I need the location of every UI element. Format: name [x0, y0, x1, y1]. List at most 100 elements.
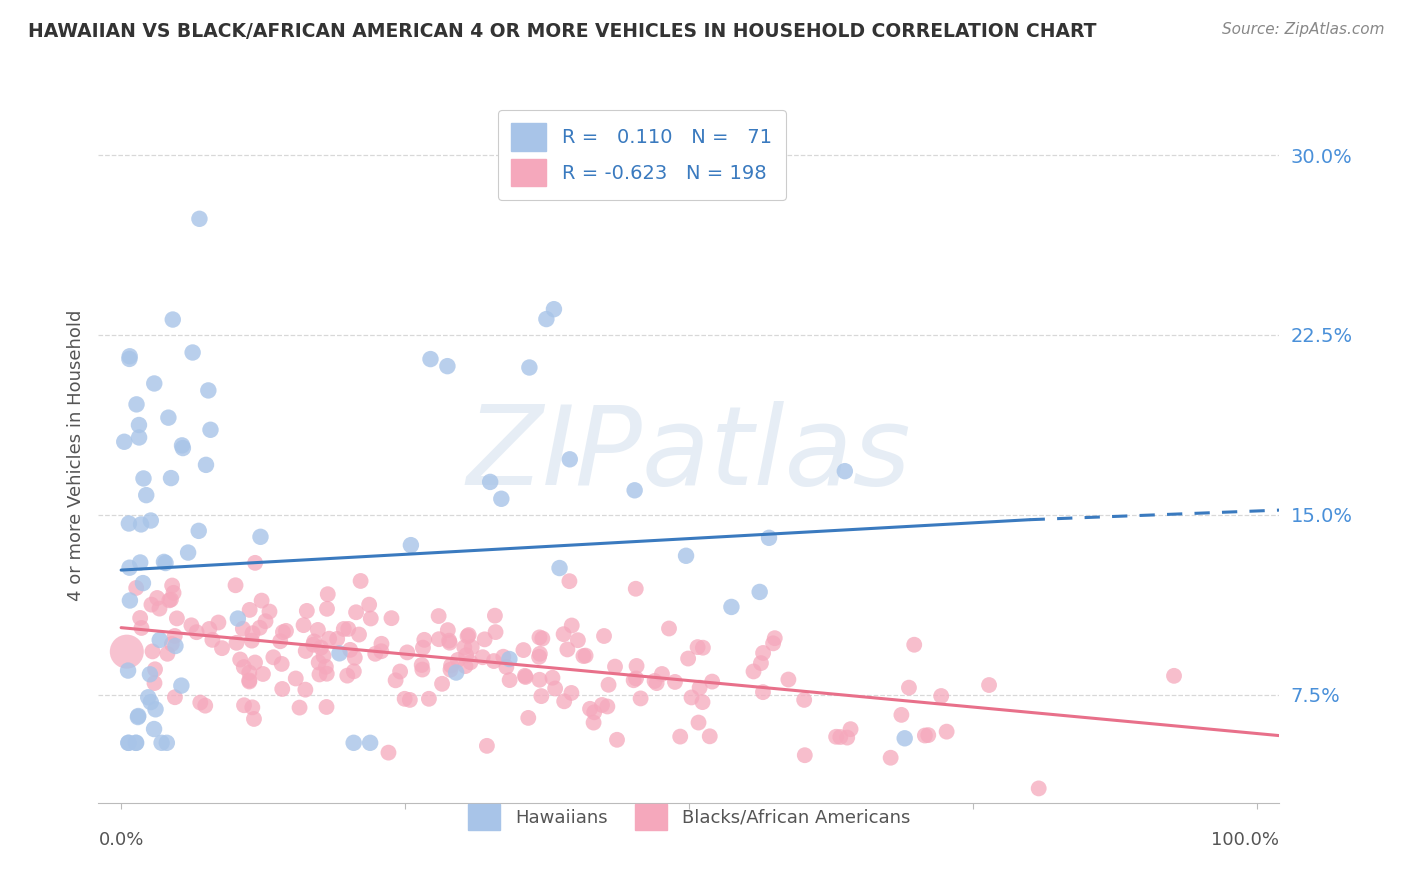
- Point: [427, 609, 450, 624]
- Point: [232, 660, 254, 674]
- Point: [238, 674, 260, 689]
- Point: [211, 641, 233, 656]
- Point: [440, 658, 463, 673]
- Point: [474, 632, 496, 647]
- Point: [453, 640, 475, 655]
- Point: [240, 633, 263, 648]
- Point: [567, 633, 589, 648]
- Point: [188, 211, 211, 226]
- Point: [328, 646, 350, 660]
- Point: [128, 417, 150, 432]
- Point: [225, 636, 247, 650]
- Point: [394, 691, 416, 706]
- Point: [242, 626, 264, 640]
- Point: [187, 524, 209, 538]
- Point: [180, 618, 202, 632]
- Point: [553, 627, 575, 641]
- Point: [232, 622, 254, 636]
- Point: [834, 464, 856, 478]
- Point: [664, 674, 686, 689]
- Point: [186, 625, 208, 640]
- Point: [492, 649, 515, 664]
- Point: [288, 700, 311, 714]
- Point: [271, 681, 294, 696]
- Point: [292, 618, 315, 632]
- Point: [129, 611, 152, 625]
- Point: [243, 556, 266, 570]
- Point: [389, 665, 412, 679]
- Point: [418, 691, 440, 706]
- Point: [742, 665, 765, 679]
- Point: [890, 707, 912, 722]
- Point: [692, 695, 714, 709]
- Point: [112, 434, 135, 449]
- Point: [558, 574, 581, 589]
- Point: [917, 728, 939, 742]
- Point: [720, 599, 742, 614]
- Point: [1163, 669, 1185, 683]
- Point: [139, 667, 162, 681]
- Point: [316, 602, 339, 616]
- Point: [623, 673, 645, 688]
- Point: [676, 651, 699, 665]
- Point: [626, 659, 648, 673]
- Point: [561, 618, 583, 632]
- Point: [195, 458, 218, 472]
- Point: [977, 678, 1000, 692]
- Point: [153, 555, 176, 569]
- Point: [157, 410, 180, 425]
- Point: [308, 667, 330, 681]
- Point: [207, 615, 229, 630]
- Point: [623, 483, 645, 498]
- Point: [135, 488, 157, 502]
- Point: [141, 598, 163, 612]
- Point: [370, 644, 392, 658]
- Point: [337, 622, 360, 636]
- Point: [529, 673, 551, 687]
- Point: [699, 729, 721, 743]
- Point: [163, 690, 186, 705]
- Point: [364, 647, 387, 661]
- Point: [132, 576, 155, 591]
- Point: [558, 452, 581, 467]
- Point: [163, 629, 186, 643]
- Point: [758, 531, 780, 545]
- Text: ZIPatlas: ZIPatlas: [467, 401, 911, 508]
- Point: [380, 611, 402, 625]
- Point: [793, 748, 815, 763]
- Point: [118, 516, 141, 531]
- Point: [1028, 781, 1050, 796]
- Point: [658, 622, 681, 636]
- Point: [359, 598, 381, 612]
- Point: [460, 656, 482, 670]
- Point: [200, 423, 222, 437]
- Point: [197, 384, 219, 398]
- Point: [879, 750, 901, 764]
- Point: [243, 712, 266, 726]
- Y-axis label: 4 or more Vehicles in Household: 4 or more Vehicles in Household: [66, 310, 84, 600]
- Point: [141, 644, 163, 658]
- Point: [681, 690, 703, 705]
- Point: [419, 352, 441, 367]
- Text: 100.0%: 100.0%: [1212, 830, 1279, 848]
- Point: [339, 643, 361, 657]
- Point: [475, 739, 498, 753]
- Point: [177, 545, 200, 559]
- Point: [160, 592, 183, 607]
- Point: [427, 632, 450, 647]
- Point: [198, 622, 221, 636]
- Point: [308, 656, 330, 670]
- Point: [456, 648, 478, 663]
- Point: [839, 722, 862, 736]
- Point: [284, 672, 307, 686]
- Point: [160, 471, 183, 485]
- Point: [132, 471, 155, 485]
- Point: [360, 611, 382, 625]
- Point: [150, 736, 173, 750]
- Point: [893, 731, 915, 746]
- Point: [318, 632, 340, 646]
- Point: [598, 678, 620, 692]
- Point: [194, 698, 217, 713]
- Point: [513, 669, 536, 683]
- Point: [471, 650, 494, 665]
